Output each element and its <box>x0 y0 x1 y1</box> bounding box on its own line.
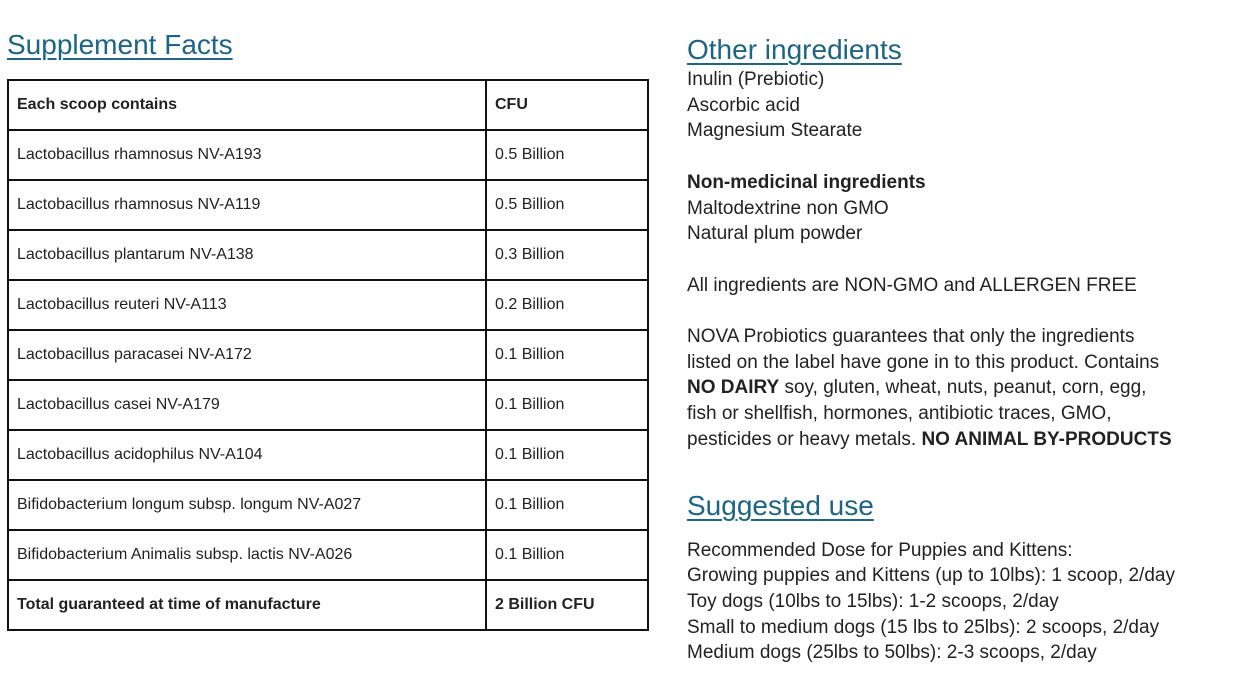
total-row: Total guaranteed at time of manufacture 2… <box>7 579 649 631</box>
cell: 0.1 Billion <box>485 429 649 481</box>
paragraph-line: NO DAIRY soy, gluten, wheat, nuts, peanu… <box>687 375 1237 401</box>
cell: CFU <box>485 79 649 131</box>
non-medicinal: Non-medicinal ingredients Maltodextrine n… <box>687 170 1237 247</box>
cell: Lactobacillus plantarum NV-A138 <box>7 229 487 281</box>
cell: Total guaranteed at time of manufacture <box>7 579 487 631</box>
cell: Lactobacillus acidophilus NV-A104 <box>7 429 487 481</box>
text-run: soy, gluten, wheat, nuts, peanut, corn, … <box>779 377 1147 399</box>
cell: Lactobacillus reuteri NV-A113 <box>7 279 487 331</box>
table-row: Lactobacillus reuteri NV-A113 0.2 Billion <box>7 279 649 331</box>
ingredient: Inulin (Prebiotic) <box>687 69 825 90</box>
ingredient: Maltodextrine non GMO <box>687 197 889 219</box>
table-row: Lactobacillus paracasei NV-A172 0.1 Billi… <box>7 329 649 381</box>
cell: Lactobacillus rhamnosus NV-A119 <box>7 179 487 231</box>
usage-line: Recommended Dose for Puppies and Kittens… <box>687 539 1073 561</box>
text-run: listed on the label have gone in to this… <box>687 351 1160 373</box>
table-row: Lactobacillus rhamnosus NV-A193 0.5 Billi… <box>7 129 649 181</box>
text-run: fish or shellfish, hormones, antibiotic … <box>687 403 1112 425</box>
guarantee: NOVA Probiotics guarantees that only the… <box>687 324 1237 453</box>
usage-line: Growing puppies and Kittens (up to 10lbs… <box>687 565 1175 587</box>
cell: 0.5 Billion <box>485 129 649 181</box>
section-title: Suggested use <box>687 489 874 521</box>
cell: Lactobacillus casei NV-A179 <box>7 379 487 431</box>
cell: Each scoop contains <box>7 79 487 131</box>
ingredient: Ascorbic acid <box>687 94 800 116</box>
cell: Lactobacillus paracasei NV-A172 <box>7 329 487 381</box>
text-run: NOVA Probiotics guarantees that only the… <box>687 325 1135 347</box>
cell: 0.2 Billion <box>485 279 649 331</box>
paragraph-line: fish or shellfish, hormones, antibiotic … <box>687 401 1237 427</box>
cell: Lactobacillus rhamnosus NV-A193 <box>7 129 487 181</box>
ingredient: Natural plum powder <box>687 223 863 245</box>
table-row: Lactobacillus acidophilus NV-A104 0.1 Bil… <box>7 429 649 481</box>
cell: 0.3 Billion <box>485 229 649 281</box>
table-row: Bifidobacterium Animalis subsp. lactis N… <box>7 529 649 581</box>
cell: 0.1 Billion <box>485 479 649 531</box>
usage-line: Small to medium dogs (15 lbs to 25lbs): … <box>687 616 1160 638</box>
section-title: Other ingredients <box>687 34 902 65</box>
ingredients-panel: Other ingredients Inulin (Prebiotic) Ascor… <box>687 33 1237 666</box>
cell: 0.5 Billion <box>485 179 649 231</box>
text-run: NO DAIRY <box>687 377 780 399</box>
facts-table: Each scoop contains CFU Lactobacillus rham… <box>7 79 649 631</box>
cell: 0.1 Billion <box>485 379 649 431</box>
cell: Bifidobacterium longum subsp. longum NV-… <box>7 479 487 531</box>
cell: 2 Billion CFU <box>485 579 649 631</box>
text-run: pesticides or heavy metals. <box>687 428 922 450</box>
header-row: Each scoop contains CFU <box>7 79 649 131</box>
table-row: Lactobacillus plantarum NV-A138 0.3 Billi… <box>7 229 649 281</box>
ingredient: Magnesium Stearate <box>687 120 863 142</box>
usage-line: Toy dogs (10lbs to 15lbs): 1-2 scoops, 2… <box>687 590 1059 612</box>
paragraph-line: listed on the label have gone in to this… <box>687 350 1237 376</box>
cell: Bifidobacterium Animalis subsp. lactis N… <box>7 529 487 581</box>
text-run: NO ANIMAL BY-PRODUCTS <box>921 428 1172 450</box>
supplement-facts: Supplement Facts Each scoop contains CFU La… <box>7 28 649 631</box>
cell: 0.1 Billion <box>485 529 649 581</box>
subheading: Non-medicinal ingredients <box>687 171 926 193</box>
cell: 0.1 Billion <box>485 329 649 381</box>
table-row: Lactobacillus rhamnosus NV-A119 0.5 Billi… <box>7 179 649 231</box>
usage-line: Medium dogs (25lbs to 50lbs): 2-3 scoops… <box>687 642 1097 664</box>
paragraph-line: NOVA Probiotics guarantees that only the… <box>687 324 1237 350</box>
section-title: Supplement Facts <box>7 29 233 60</box>
paragraph-line: pesticides or heavy metals. NO ANIMAL BY… <box>687 427 1237 453</box>
table-row: Lactobacillus casei NV-A179 0.1 Billion <box>7 379 649 431</box>
allergen-note: All ingredients are NON-GMO and ALLERGEN… <box>687 274 1137 296</box>
ingredient-list: Inulin (Prebiotic) Ascorbic acid Magnesium… <box>687 67 1237 144</box>
table-row: Bifidobacterium longum subsp. longum NV-… <box>7 479 649 531</box>
